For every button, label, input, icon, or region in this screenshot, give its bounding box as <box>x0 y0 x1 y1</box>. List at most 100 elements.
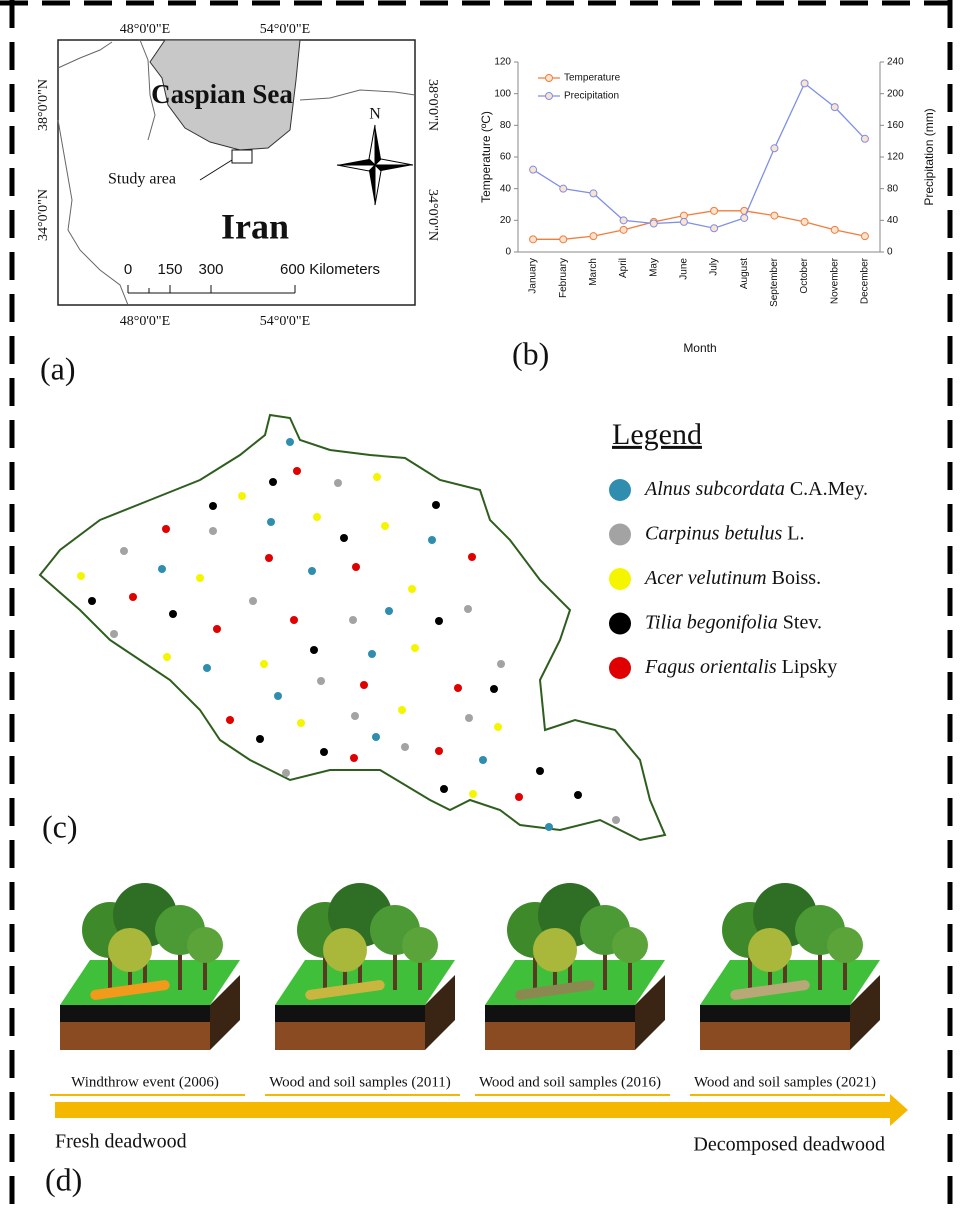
series-marker <box>711 225 718 232</box>
legend-entry: Carpinus betulus L. <box>645 522 804 544</box>
plot-dot <box>88 597 96 605</box>
figure: 48°0'0"E 54°0'0"E 48°0'0"E 54°0'0"E 38°0… <box>0 0 960 1213</box>
stage-scene <box>275 883 455 1050</box>
plot-dot <box>545 823 553 831</box>
species-author: L. <box>787 522 804 544</box>
x-tick-label: January <box>528 258 539 294</box>
plot-dot <box>490 685 498 693</box>
plot-dot <box>209 502 217 510</box>
y-axis-title: Temperature (ºC) <box>479 111 493 203</box>
plot-dot <box>313 513 321 521</box>
panel-a: 48°0'0"E 54°0'0"E 48°0'0"E 54°0'0"E 38°0… <box>36 22 440 386</box>
x-tick-label: September <box>769 257 780 307</box>
legend-entry: Alnus subcordata C.A.Mey. <box>643 478 868 500</box>
series-marker <box>801 218 808 225</box>
y-tick-label: 120 <box>494 57 511 68</box>
plot-dot <box>158 565 166 573</box>
plot-dot <box>612 816 620 824</box>
plot-dot <box>469 790 477 798</box>
series-marker <box>831 226 838 233</box>
x-tick-label: June <box>679 258 690 280</box>
y2-tick-label: 80 <box>887 183 899 194</box>
x-tick-label: December <box>860 257 871 304</box>
plot-dot <box>196 574 204 582</box>
x-axis-title: Month <box>683 341 716 355</box>
species-author: Stev. <box>783 611 822 633</box>
soil-dark <box>275 1005 425 1022</box>
plot-dot <box>440 785 448 793</box>
sea-label: Caspian Sea <box>151 79 293 109</box>
scale-label: 600 Kilometers <box>280 261 380 278</box>
plot-dot <box>385 607 393 615</box>
plot-dot <box>290 616 298 624</box>
series-marker <box>650 220 657 227</box>
x-tick-label: March <box>588 258 599 286</box>
species-author: Boiss. <box>772 567 821 589</box>
plot-dot <box>293 467 301 475</box>
north-label: N <box>369 106 381 123</box>
stage-label: Wood and soil samples (2011) <box>269 1074 451 1090</box>
soil-dark <box>700 1005 850 1022</box>
plot-dot <box>351 712 359 720</box>
y2-axis-title: Precipitation (mm) <box>922 108 936 205</box>
stage-scene <box>485 883 665 1050</box>
plot-dot <box>286 438 294 446</box>
x-tick-label: July <box>709 258 720 276</box>
plot-dot <box>464 605 472 613</box>
plot-dot <box>110 630 118 638</box>
tree-crown <box>748 928 792 972</box>
plot-dot <box>360 681 368 689</box>
scale-label: 300 <box>198 261 223 278</box>
plot-dot <box>238 492 246 500</box>
y2-tick-label: 120 <box>887 152 904 163</box>
plot-dot <box>352 563 360 571</box>
stage-scene <box>700 883 880 1050</box>
plot-dot <box>398 706 406 714</box>
plot-dot <box>536 767 544 775</box>
legend-entry: Tilia begonifolia Stev. <box>645 611 822 633</box>
country-label: Iran <box>221 206 289 246</box>
plot-dot <box>226 716 234 724</box>
lat-label: 34°0'0"N <box>36 189 51 241</box>
legend-marker <box>546 93 553 100</box>
plot-dot <box>129 593 137 601</box>
plot-dot <box>408 585 416 593</box>
plot-dot <box>249 597 257 605</box>
plot-dot <box>350 754 358 762</box>
series-marker <box>560 185 567 192</box>
plot-boundary <box>40 415 665 840</box>
tree-crown <box>108 928 152 972</box>
series-marker <box>620 217 627 224</box>
scale-label: 0 <box>124 261 132 278</box>
plot-dot <box>494 723 502 731</box>
x-tick-label: April <box>618 258 629 278</box>
legend-swatch <box>609 657 631 679</box>
legend-label: Temperature <box>564 73 621 84</box>
plot-dot <box>162 525 170 533</box>
x-tick-label: November <box>829 257 840 304</box>
plot-dot <box>265 554 273 562</box>
soil-dark <box>485 1005 635 1022</box>
plot-dot <box>169 610 177 618</box>
series-marker <box>741 214 748 221</box>
series-marker <box>590 233 597 240</box>
lat-label: 34°0'0"N <box>425 189 440 241</box>
plot-dot <box>267 518 275 526</box>
tree-crown <box>533 928 577 972</box>
plot-dot <box>368 650 376 658</box>
plot-dot <box>256 735 264 743</box>
tree-crown <box>612 927 648 963</box>
plot-dot <box>77 572 85 580</box>
plot-dot <box>209 527 217 535</box>
x-tick-label: May <box>648 258 659 277</box>
timeline-start: Fresh deadwood <box>55 1131 187 1153</box>
plot-dot <box>320 748 328 756</box>
legend-swatch <box>609 479 631 501</box>
study-area-box <box>232 150 252 163</box>
stage-label: Wood and soil samples (2016) <box>479 1074 661 1090</box>
plot-dot <box>435 747 443 755</box>
plot-dot <box>310 646 318 654</box>
y-tick-label: 60 <box>500 152 512 163</box>
plot-dot <box>515 793 523 801</box>
plot-dot <box>454 684 462 692</box>
